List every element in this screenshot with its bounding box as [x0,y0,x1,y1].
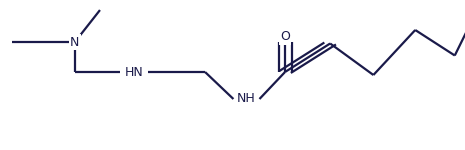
Text: HN: HN [125,66,144,78]
Text: O: O [280,30,290,43]
Text: NH: NH [237,93,256,105]
Text: N: N [70,36,80,48]
